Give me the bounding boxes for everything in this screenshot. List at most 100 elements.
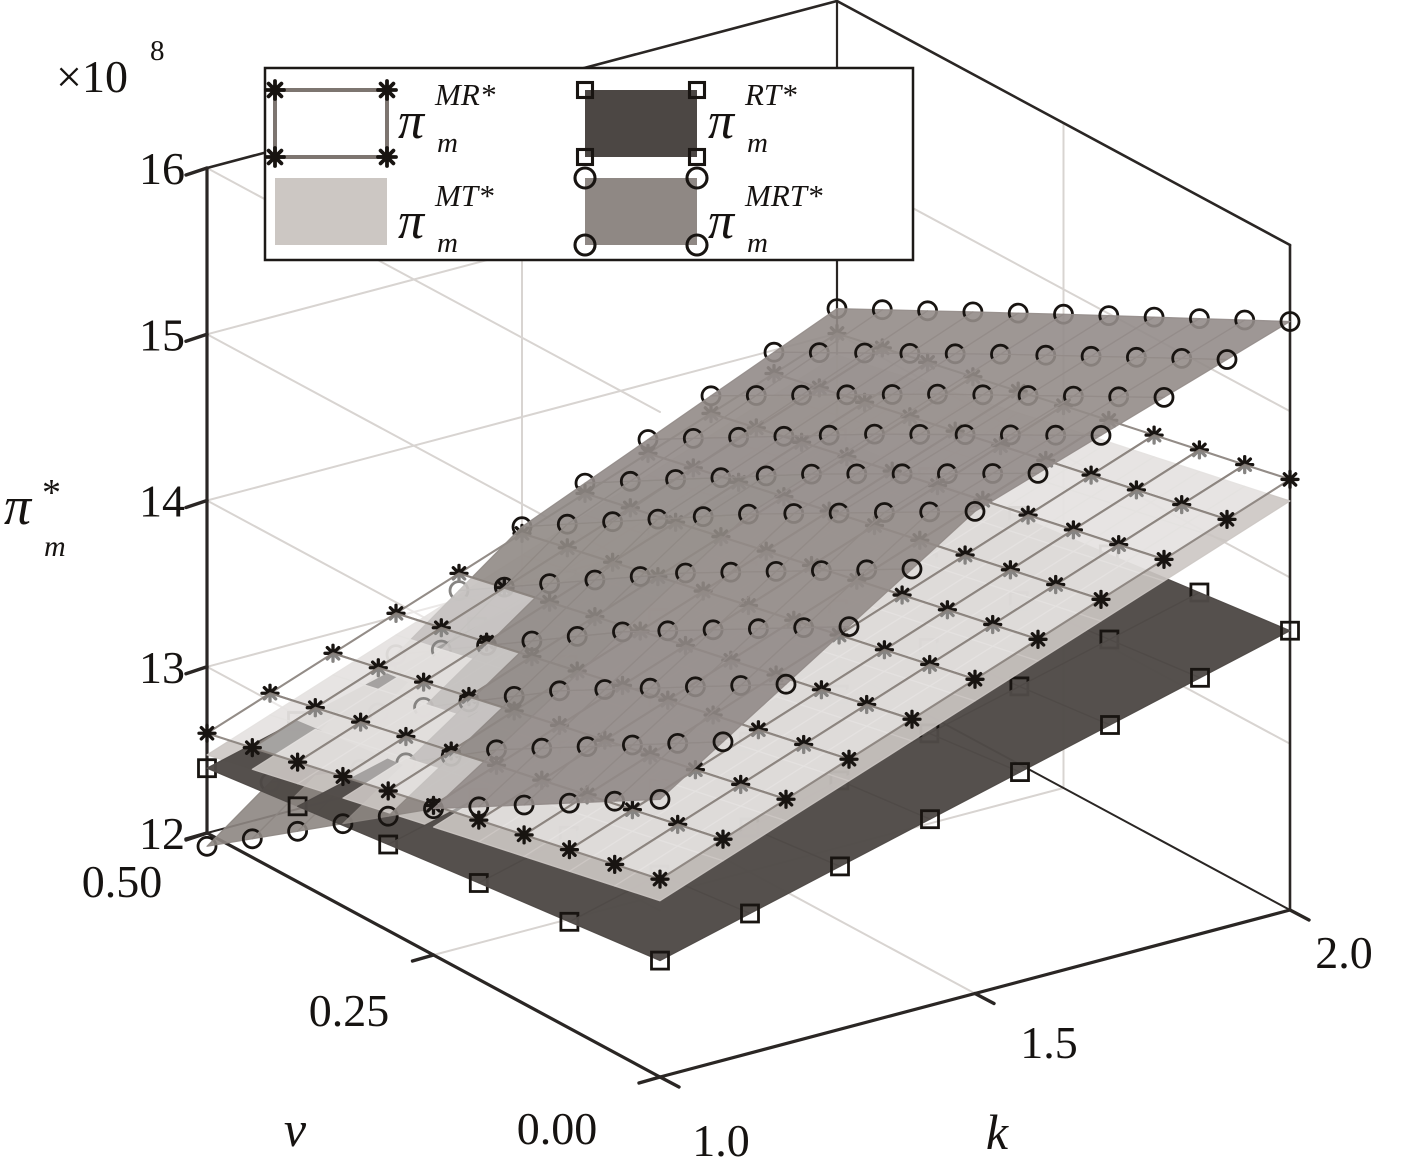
- legend-entry-MRT: π MRT* m: [573, 166, 823, 259]
- marker-asterisk: [1028, 629, 1048, 649]
- marker-circle: [775, 673, 797, 695]
- marker-asterisk: [376, 146, 398, 168]
- marker-square: [687, 147, 707, 167]
- legend-label-pi-MT: π: [398, 193, 426, 250]
- z-tick-mark: [184, 498, 209, 510]
- legend-label-sup-MR: MR*: [434, 77, 496, 112]
- z-tick-mark: [184, 332, 209, 343]
- marker-circle: [1027, 462, 1049, 484]
- marker-square: [575, 147, 595, 167]
- k-axis-label: k: [986, 1104, 1009, 1160]
- legend-patch-MR: [273, 88, 389, 159]
- legend-entry-MT: π MT* m: [275, 178, 494, 259]
- z-axis-label-pi: π: [4, 476, 33, 536]
- marker-square: [650, 950, 670, 971]
- marker-square: [740, 903, 760, 924]
- k-tick-mark: [658, 1075, 681, 1089]
- legend-label-pi-RT: π: [708, 93, 736, 150]
- marker-square: [1190, 667, 1210, 688]
- legend-label-pi-MRT: π: [708, 193, 736, 250]
- marker-asterisk: [1091, 589, 1111, 609]
- marker-asterisk: [1280, 469, 1300, 490]
- marker-square: [920, 809, 940, 830]
- marker-asterisk: [1217, 509, 1237, 530]
- marker-asterisk: [605, 854, 625, 875]
- z-tick-label: 14: [139, 476, 185, 527]
- marker-asterisk: [423, 795, 444, 816]
- z-axis-label-sub: m: [44, 530, 66, 563]
- marker-circle: [196, 835, 218, 857]
- marker-asterisk: [713, 829, 733, 849]
- legend-patch-MT: [275, 178, 387, 245]
- marker-circle: [838, 616, 860, 637]
- legend-label-sub-RT: m: [747, 127, 768, 159]
- marker-square: [687, 80, 707, 100]
- k-tick-label: 1.0: [692, 1115, 750, 1165]
- marker-circle: [1279, 311, 1301, 332]
- marker-circle: [685, 233, 709, 257]
- marker-asterisk: [264, 79, 286, 101]
- legend-entry-RT: π RT* m: [575, 77, 797, 167]
- marker-circle: [573, 166, 597, 190]
- v-tick-label: 0.50: [82, 856, 163, 907]
- marker-square: [830, 856, 850, 877]
- z-tick-label: 12: [139, 808, 185, 859]
- v-tick-label: 0.00: [517, 1103, 598, 1154]
- marker-asterisk: [776, 789, 796, 809]
- marker-circle: [1216, 349, 1238, 370]
- marker-circle: [712, 731, 734, 753]
- surface-MR-face: [613, 823, 725, 881]
- marker-asterisk: [197, 723, 217, 743]
- marker-asterisk: [1154, 549, 1174, 570]
- marker-circle: [241, 828, 263, 850]
- marker-asterisk: [839, 749, 859, 769]
- v-tick-mark: [184, 831, 209, 841]
- v-axis-label: v: [284, 1101, 307, 1157]
- marker-asterisk: [650, 869, 670, 889]
- legend-label-sub-MT: m: [437, 227, 458, 259]
- v-tick-label: 0.25: [309, 985, 390, 1036]
- legend-label-sub-MRT: m: [747, 227, 768, 259]
- marker-asterisk: [965, 669, 985, 689]
- z-axis-multiplier: ×10: [56, 51, 128, 102]
- marker-circle: [964, 500, 986, 522]
- marker-circle: [685, 166, 709, 190]
- k-tick-mark: [1288, 908, 1311, 922]
- marker-asterisk: [559, 839, 580, 860]
- legend-patch-RT: [585, 90, 697, 157]
- marker-circle: [573, 233, 597, 257]
- marker-asterisk: [514, 825, 534, 845]
- z-axis-multiplier-exp: 8: [150, 35, 165, 67]
- marker-asterisk: [287, 752, 308, 772]
- marker-asterisk: [902, 709, 922, 729]
- z-tick-mark: [184, 166, 209, 177]
- z-tick-label: 15: [139, 309, 185, 360]
- legend-label-sup-RT: RT*: [744, 77, 797, 112]
- marker-circle: [1153, 386, 1175, 408]
- marker-circle: [377, 805, 399, 827]
- legend-label-sup-MT: MT*: [434, 178, 494, 213]
- legend-label-pi-MR: π: [398, 93, 426, 150]
- marker-circle: [1090, 424, 1112, 446]
- k-tick-label: 1.5: [1020, 1017, 1078, 1068]
- marker-asterisk: [378, 781, 398, 801]
- k-tick-mark: [973, 991, 996, 1006]
- legend-label-sub-MR: m: [437, 127, 458, 159]
- surfaces: [196, 298, 1301, 971]
- marker-asterisk: [242, 738, 262, 758]
- marker-square: [1010, 762, 1030, 782]
- marker-circle: [287, 820, 309, 842]
- marker-square: [575, 80, 595, 100]
- k-tick-label: 2.0: [1315, 927, 1373, 978]
- marker-asterisk: [469, 810, 489, 830]
- marker-asterisk: [333, 766, 353, 787]
- marker-asterisk: [376, 79, 398, 101]
- legend: π MR*m π RT*mπ MT*m π MRT*m: [263, 66, 915, 262]
- z-tick-mark: [184, 665, 209, 676]
- marker-circle: [649, 789, 671, 810]
- surface-MRT-face: [614, 741, 724, 802]
- marker-circle: [901, 558, 923, 580]
